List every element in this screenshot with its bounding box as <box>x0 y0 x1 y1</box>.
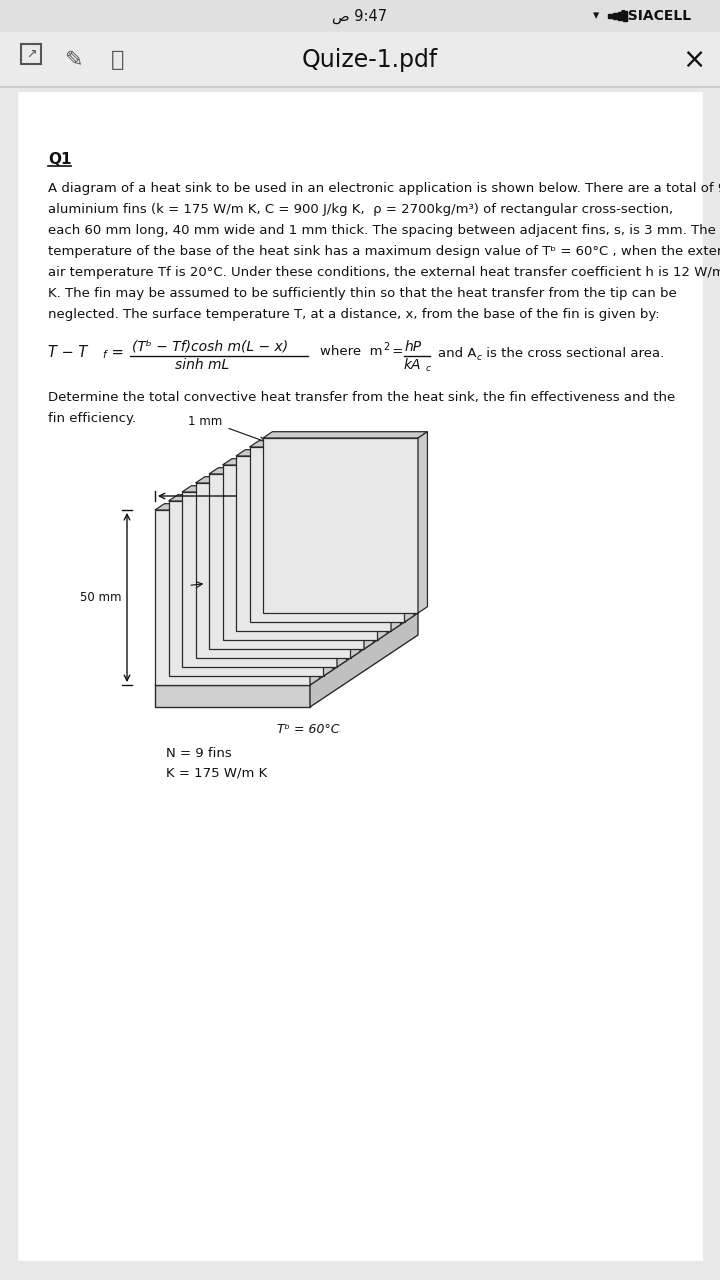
Text: =: = <box>388 346 403 358</box>
Text: ⌕: ⌕ <box>112 50 125 70</box>
Text: A diagram of a heat sink to be used in an electronic application is shown below.: A diagram of a heat sink to be used in a… <box>48 182 720 195</box>
Polygon shape <box>250 447 405 622</box>
Polygon shape <box>337 485 346 667</box>
Text: 40 mm: 40 mm <box>240 474 282 486</box>
Bar <box>608 14 611 18</box>
Text: ✎: ✎ <box>65 50 84 70</box>
Text: c: c <box>426 364 431 372</box>
Polygon shape <box>222 465 377 640</box>
Text: h = 12 W / m²K: h = 12 W / m²K <box>328 596 424 609</box>
Polygon shape <box>209 474 364 649</box>
Polygon shape <box>196 483 351 658</box>
Polygon shape <box>310 504 320 685</box>
Text: 50 mm: 50 mm <box>79 591 121 604</box>
Polygon shape <box>391 449 400 631</box>
Polygon shape <box>263 438 418 613</box>
Text: Tf = 20°C: Tf = 20°C <box>328 576 390 590</box>
Polygon shape <box>168 500 323 676</box>
Polygon shape <box>405 440 414 622</box>
Bar <box>0 32 720 87</box>
Text: ▾: ▾ <box>593 9 599 23</box>
Polygon shape <box>182 485 346 492</box>
Polygon shape <box>250 440 414 447</box>
Text: 3 mm: 3 mm <box>180 582 215 595</box>
Polygon shape <box>155 509 310 685</box>
Polygon shape <box>222 458 387 465</box>
Text: =: = <box>107 346 124 360</box>
Text: Q1: Q1 <box>48 152 71 166</box>
Polygon shape <box>310 613 418 707</box>
Text: T − T: T − T <box>48 346 87 360</box>
Polygon shape <box>196 476 360 483</box>
Text: K. The fin may be assumed to be sufficiently thin so that the heat transfer from: K. The fin may be assumed to be sufficie… <box>48 287 677 300</box>
Text: is the cross sectional area.: is the cross sectional area. <box>482 347 665 360</box>
Text: Tᵇ = 60°C: Tᵇ = 60°C <box>277 723 339 736</box>
Bar <box>623 12 626 20</box>
Polygon shape <box>263 431 428 438</box>
Polygon shape <box>323 494 333 676</box>
Text: ص 9:47: ص 9:47 <box>333 9 387 23</box>
Polygon shape <box>364 467 374 649</box>
Text: air temperature Tf is 20°C. Under these conditions, the external heat transfer c: air temperature Tf is 20°C. Under these … <box>48 266 720 279</box>
Text: fin efficiency.: fin efficiency. <box>48 412 136 425</box>
Text: sinh mL: sinh mL <box>175 358 229 372</box>
Polygon shape <box>182 492 337 667</box>
Text: kA: kA <box>404 358 421 372</box>
Text: f: f <box>102 349 106 360</box>
Polygon shape <box>155 685 310 707</box>
Text: ASIACELL: ASIACELL <box>618 9 692 23</box>
Text: 2: 2 <box>383 342 390 352</box>
Polygon shape <box>209 467 374 474</box>
Polygon shape <box>418 431 428 613</box>
Polygon shape <box>168 494 333 500</box>
Text: c: c <box>477 353 482 362</box>
Text: where  m: where m <box>320 346 382 358</box>
Text: ×: × <box>683 46 706 74</box>
Text: 1 mm: 1 mm <box>188 415 222 428</box>
Bar <box>613 13 616 19</box>
Text: and A: and A <box>438 347 477 360</box>
Text: Determine the total convective heat transfer from the heat sink, the fin effecti: Determine the total convective heat tran… <box>48 390 675 404</box>
Text: each 60 mm long, 40 mm wide and 1 mm thick. The spacing between adjacent fins, s: each 60 mm long, 40 mm wide and 1 mm thi… <box>48 224 716 237</box>
Text: hP: hP <box>405 340 422 355</box>
Polygon shape <box>351 476 360 658</box>
Text: neglected. The surface temperature T, at a distance, x, from the base of the fin: neglected. The surface temperature T, at… <box>48 308 660 321</box>
Polygon shape <box>155 613 418 685</box>
Text: K = 175 W/m K: K = 175 W/m K <box>166 767 267 780</box>
Bar <box>618 12 621 20</box>
Polygon shape <box>236 456 391 631</box>
Text: Quize-1.pdf: Quize-1.pdf <box>302 47 438 72</box>
Polygon shape <box>155 504 320 509</box>
Bar <box>0 0 720 32</box>
Text: aluminium fins (k = 175 W/m K, C = 900 J/kg K,  ρ = 2700kg/m³) of rectangular cr: aluminium fins (k = 175 W/m K, C = 900 J… <box>48 204 673 216</box>
Polygon shape <box>236 449 400 456</box>
Polygon shape <box>377 458 387 640</box>
Text: N = 9 fins: N = 9 fins <box>166 748 232 760</box>
Text: ↗: ↗ <box>26 47 36 60</box>
Text: (Tᵇ − Tf)cosh m(L − x): (Tᵇ − Tf)cosh m(L − x) <box>132 339 288 353</box>
Text: temperature of the base of the heat sink has a maximum design value of Tᵇ = 60°C: temperature of the base of the heat sink… <box>48 244 720 259</box>
